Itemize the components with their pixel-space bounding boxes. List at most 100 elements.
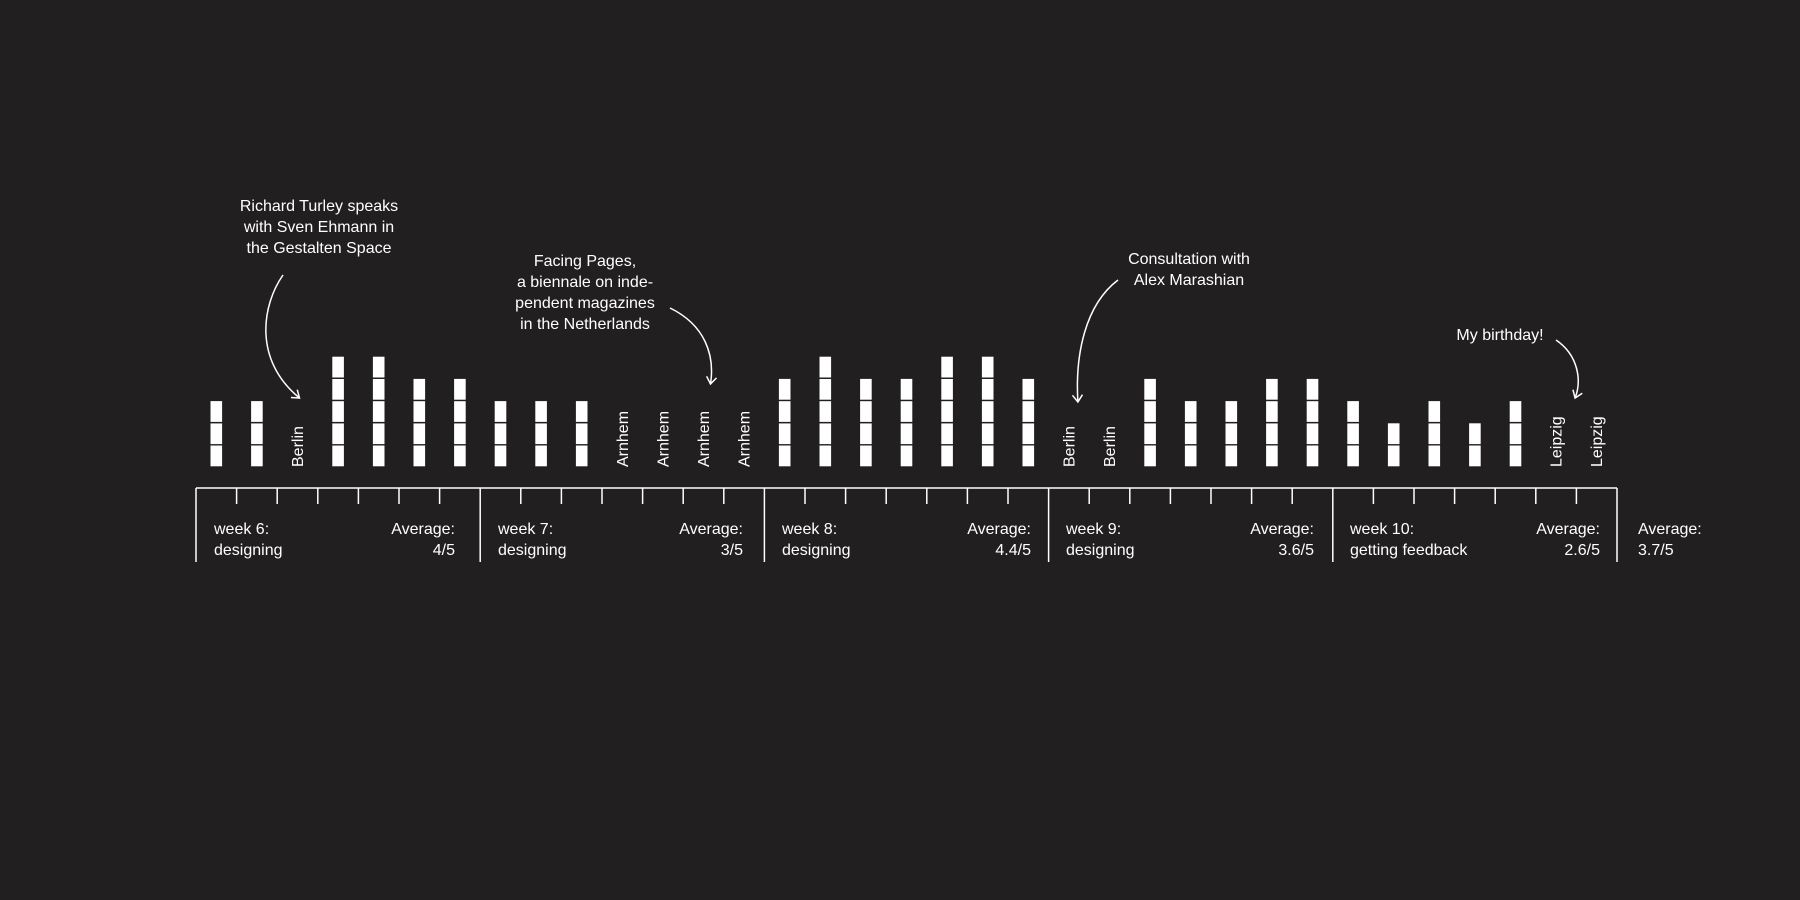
bar-block — [452, 377, 468, 402]
week-7-label: week 7: designing — [498, 521, 567, 559]
bar-block — [1386, 444, 1401, 468]
arrow-biennale — [669, 307, 718, 386]
bar-block — [493, 399, 508, 424]
bar-block — [1264, 377, 1280, 402]
week-7-average: Average: 3/5 — [679, 521, 743, 559]
bar-block — [452, 399, 468, 424]
annotation-birthday: My birthday! — [1456, 327, 1544, 344]
day-bar-21 — [1021, 377, 1036, 468]
bar-block — [1021, 421, 1036, 446]
bar-block — [1142, 377, 1158, 402]
day-bar-4 — [330, 355, 346, 468]
bar-block — [777, 377, 792, 402]
bar-block — [1305, 377, 1320, 402]
bar-block — [412, 421, 427, 446]
bar-block — [1142, 444, 1158, 468]
bar-block — [858, 444, 874, 468]
bar-block — [574, 399, 589, 424]
day-bar-1 — [209, 399, 224, 468]
day-bar-20 — [980, 355, 995, 468]
bar-block — [818, 377, 833, 402]
week-10-label: week 10: getting feedback — [1350, 521, 1468, 559]
bar-block — [1305, 421, 1320, 446]
bar-block — [209, 421, 224, 446]
bar-block — [249, 444, 265, 468]
day-bar-31 — [1427, 399, 1442, 468]
bar-block — [330, 399, 346, 424]
bar-block — [1224, 399, 1239, 424]
bar-block — [533, 421, 549, 446]
bar-block — [209, 399, 224, 424]
day-bar-26 — [1224, 399, 1239, 468]
bar-block — [371, 355, 386, 379]
week-6-label: week 6: designing — [214, 521, 283, 559]
bar-block — [533, 399, 549, 424]
bar-block — [1264, 399, 1280, 424]
bar-block — [939, 444, 955, 468]
day-bar-17 — [858, 377, 874, 468]
bar-block — [452, 421, 468, 446]
bar-block — [899, 421, 914, 446]
day-bar-16 — [818, 355, 833, 468]
bar-block — [1183, 399, 1198, 424]
bar-block — [858, 377, 874, 402]
day-bar-32 — [1467, 421, 1483, 468]
timeline-axis — [195, 487, 1618, 562]
bar-block — [1224, 444, 1239, 468]
day-bar-27 — [1264, 377, 1280, 468]
bar-block — [980, 355, 995, 379]
week-6-average: Average: 4/5 — [391, 521, 455, 559]
bar-block — [533, 444, 549, 468]
week-9-average: Average: 3.6/5 — [1250, 521, 1314, 559]
bar-block — [1305, 399, 1320, 424]
day-location-label: Berlin — [1061, 426, 1078, 467]
bar-block — [1264, 444, 1280, 468]
bar-block — [1345, 421, 1361, 446]
bar-block — [980, 421, 995, 446]
bar-block — [1427, 399, 1442, 424]
day-bar-2 — [249, 399, 265, 468]
bar-block — [452, 444, 468, 468]
day-bar-18 — [899, 377, 914, 468]
bar-block — [1508, 421, 1523, 446]
bar-block — [1021, 399, 1036, 424]
day-bar-15 — [777, 377, 792, 468]
bars-group: Berlin Arnhem Arnhem Arnhem Arnhem Berlin Berl… — [209, 355, 1606, 468]
bar-block — [818, 355, 833, 379]
bar-block — [209, 444, 224, 468]
annotation-talk: Richard Turley speaks with Sven Ehmann i… — [239, 198, 399, 257]
annotation-biennale: Facing Pages, a biennale on inde- penden… — [515, 253, 655, 333]
bar-block — [1183, 421, 1198, 446]
bar-block — [371, 421, 386, 446]
bar-block — [939, 355, 955, 379]
bar-block — [1345, 444, 1361, 468]
bar-block — [1386, 421, 1401, 446]
bar-block — [1467, 421, 1483, 446]
arrow-birthday — [1555, 339, 1583, 400]
bar-block — [777, 421, 792, 446]
bar-block — [858, 399, 874, 424]
day-bar-30 — [1386, 421, 1401, 468]
bar-block — [1021, 444, 1036, 468]
bar-block — [1142, 399, 1158, 424]
bar-block — [493, 421, 508, 446]
bar-block — [1183, 444, 1198, 468]
bar-block — [1508, 444, 1523, 468]
day-location-label: Berlin — [290, 426, 307, 467]
bar-block — [1142, 421, 1158, 446]
bar-block — [412, 377, 427, 402]
bar-block — [574, 421, 589, 446]
day-bar-29 — [1345, 399, 1361, 468]
bar-block — [330, 421, 346, 446]
bar-block — [330, 377, 346, 402]
bar-block — [818, 444, 833, 468]
arrow-consultation — [1071, 279, 1119, 404]
bar-block — [574, 444, 589, 468]
bar-block — [1264, 421, 1280, 446]
bar-block — [1427, 444, 1442, 468]
day-bar-6 — [412, 377, 427, 468]
bar-block — [330, 444, 346, 468]
bar-block — [818, 399, 833, 424]
bar-block — [980, 377, 995, 402]
